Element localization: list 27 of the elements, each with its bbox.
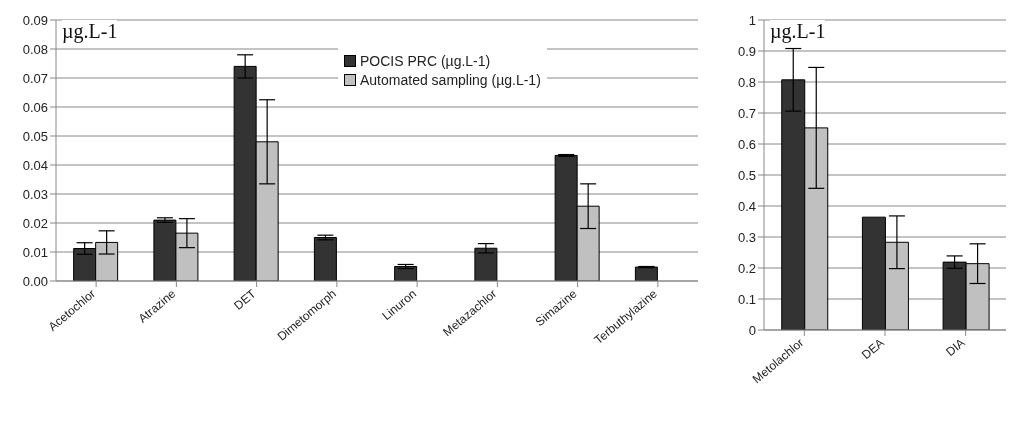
legend-label: POCIS PRC (µg.L-1) bbox=[360, 53, 491, 69]
y-tick-label: 0.09 bbox=[22, 12, 48, 28]
y-tick-label: 0.6 bbox=[737, 136, 756, 152]
y-tick-label: 0.01 bbox=[22, 244, 48, 260]
x-tick-label: DEA bbox=[859, 335, 887, 363]
y-tick-label: 0.04 bbox=[22, 157, 48, 173]
y-axis-title: µg.L-1 bbox=[770, 20, 826, 43]
y-tick-label: 0.4 bbox=[737, 198, 756, 214]
legend-label: Automated sampling (µg.L-1) bbox=[360, 72, 541, 88]
y-axis-title: µg.L-1 bbox=[62, 20, 118, 43]
y-tick-label: 0.02 bbox=[22, 215, 48, 231]
y-tick-label: 0.2 bbox=[737, 260, 756, 276]
y-tick-label: 0.07 bbox=[22, 70, 48, 86]
y-tick-label: 0.3 bbox=[737, 229, 756, 245]
y-tick-label: 0.9 bbox=[737, 43, 756, 59]
y-tick-label: 0.06 bbox=[22, 99, 48, 115]
y-tick-label: 0.05 bbox=[22, 128, 48, 144]
y-tick-label: 0.03 bbox=[22, 186, 48, 202]
y-tick-label: 0.08 bbox=[22, 41, 48, 57]
y-tick-label: 0.00 bbox=[22, 273, 48, 289]
x-tick-label: DIA bbox=[943, 335, 968, 360]
y-tick-label: 1 bbox=[748, 12, 756, 28]
y-tick-label: 0 bbox=[748, 322, 756, 338]
y-tick-label: 0.8 bbox=[737, 74, 756, 90]
y-tick-label: 0.5 bbox=[737, 167, 756, 183]
y-tick-label: 0.7 bbox=[737, 105, 756, 121]
y-tick-label: 0.1 bbox=[737, 291, 756, 307]
